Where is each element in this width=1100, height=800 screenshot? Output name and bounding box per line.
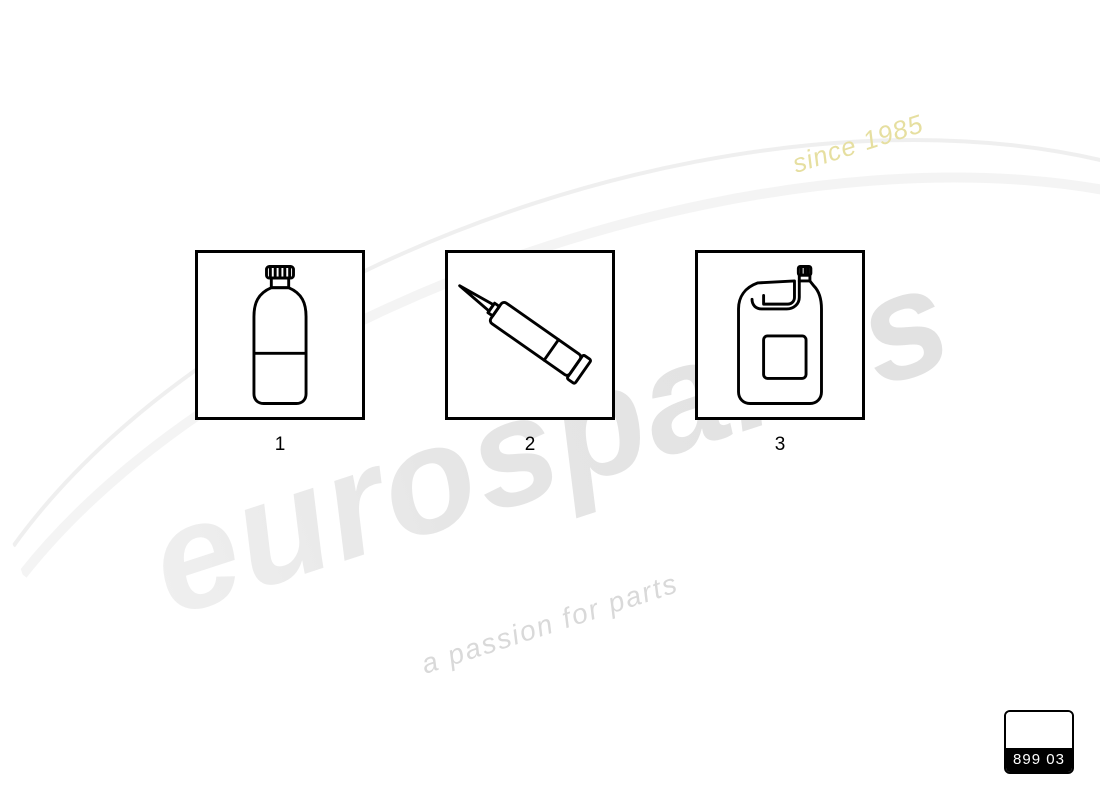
diagram-box [195, 250, 365, 420]
reference-badge: 899 03 [1004, 710, 1074, 774]
jug-icon [698, 253, 862, 417]
diagram-item-label: 2 [445, 434, 615, 456]
diagram-box [695, 250, 865, 420]
diagram-box [445, 250, 615, 420]
bottle-icon [198, 253, 362, 417]
reference-code: 899 03 [1006, 748, 1072, 772]
diagram-item-label: 1 [195, 434, 365, 456]
diagram-item-2: 2 [445, 250, 615, 456]
reference-badge-top [1006, 712, 1072, 748]
diagram-item-1: 1 [195, 250, 365, 456]
diagram-item-label: 3 [695, 434, 865, 456]
page-canvas: since 1985 eurospares a passion for part… [0, 0, 1100, 800]
diagram: 1 [0, 0, 1100, 800]
diagram-item-3: 3 [695, 250, 865, 456]
caulk-tube-icon [448, 253, 612, 417]
